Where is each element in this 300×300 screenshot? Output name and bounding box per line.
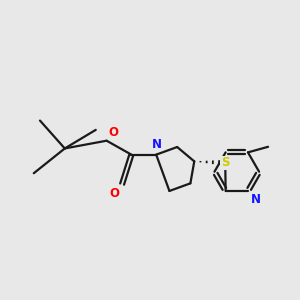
Text: N: N [152, 138, 162, 151]
Text: O: O [110, 187, 120, 200]
Text: S: S [221, 156, 230, 170]
Text: O: O [109, 126, 118, 139]
Text: N: N [251, 193, 261, 206]
